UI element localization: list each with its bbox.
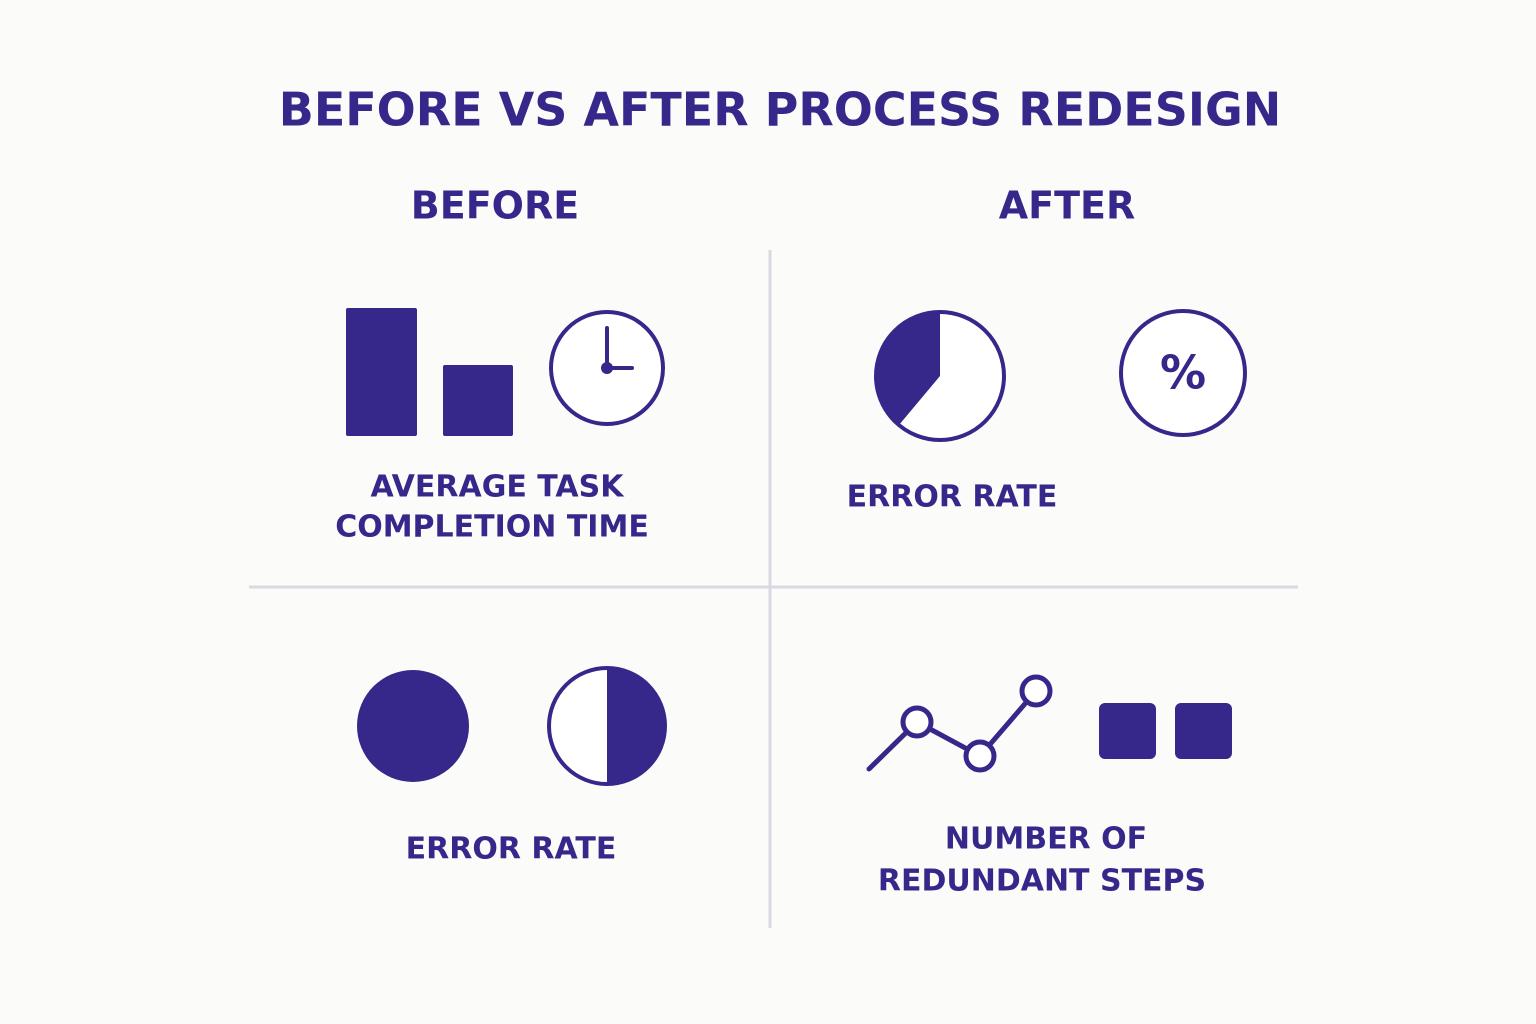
panel-label: COMPLETION TIME xyxy=(335,510,649,545)
title: BEFORE VS AFTER PROCESS REDESIGN xyxy=(279,83,1281,137)
panel-label: NUMBER OF xyxy=(945,822,1147,857)
percent-icon xyxy=(1119,309,1247,437)
panel-label: REDUNDANT STEPS xyxy=(878,864,1206,899)
panel-label: ERROR RATE xyxy=(406,832,617,867)
percent-symbol: % xyxy=(1160,346,1206,400)
panel-label: AVERAGE TASK xyxy=(371,470,626,505)
half-circle-icon xyxy=(547,666,667,786)
panel-label: ERROR RATE xyxy=(847,480,1058,515)
bar-icon xyxy=(346,308,513,436)
column-header: AFTER xyxy=(999,184,1136,228)
clock-icon xyxy=(549,310,665,426)
pie-icon xyxy=(874,310,1006,442)
line-icon xyxy=(866,674,1053,773)
column-header: BEFORE xyxy=(411,184,579,228)
squares-icon xyxy=(1099,703,1232,759)
full-circle-icon xyxy=(357,670,469,782)
